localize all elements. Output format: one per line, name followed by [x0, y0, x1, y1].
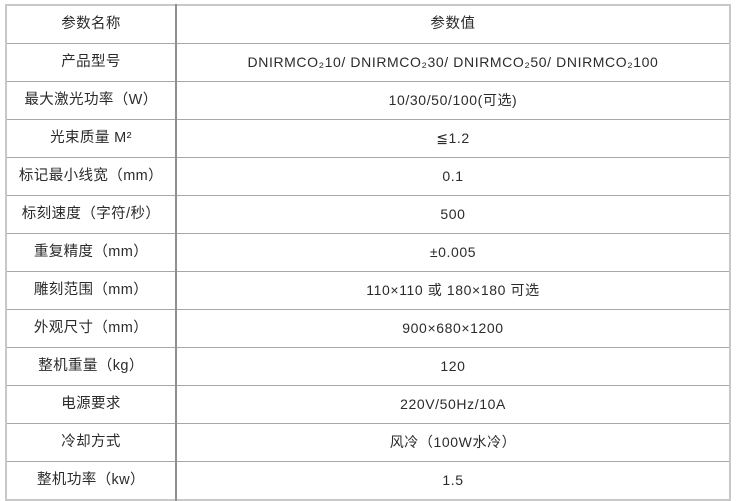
table-row: 光束质量 M² ≦1.2	[5, 119, 731, 158]
table-row: 产品型号 DNIRMCO₂10/ DNIRMCO₂30/ DNIRMCO₂50/…	[5, 43, 731, 82]
row-value-power-requirement: 220V/50Hz/10A	[175, 385, 731, 424]
table-row: 雕刻范围（mm） 110×110 或 180×180 可选	[5, 271, 731, 310]
row-label-min-line-width: 标记最小线宽（mm）	[5, 157, 177, 196]
row-label-max-laser-power: 最大激光功率（W）	[5, 81, 177, 120]
row-label-engraving-range: 雕刻范围（mm）	[5, 271, 177, 310]
row-label-marking-speed: 标刻速度（字符/秒）	[5, 195, 177, 234]
row-value-cooling-method: 风冷（100W水冷）	[175, 423, 731, 462]
row-label-power-requirement: 电源要求	[5, 385, 177, 424]
table-body: 参数名称 参数值 产品型号 DNIRMCO₂10/ DNIRMCO₂30/ DN…	[5, 4, 731, 501]
row-value-min-line-width: 0.1	[175, 157, 731, 196]
specification-table-container: 参数名称 参数值 产品型号 DNIRMCO₂10/ DNIRMCO₂30/ DN…	[5, 4, 731, 501]
row-value-repeat-accuracy: ±0.005	[175, 233, 731, 272]
row-value-marking-speed: 500	[175, 195, 731, 234]
row-label-beam-quality: 光束质量 M²	[5, 119, 177, 158]
row-label-dimensions: 外观尺寸（mm）	[5, 309, 177, 348]
table-row: 整机功率（kw） 1.5	[5, 461, 731, 501]
table-row: 标刻速度（字符/秒） 500	[5, 195, 731, 234]
table-row: 冷却方式 风冷（100W水冷）	[5, 423, 731, 462]
row-label-total-power: 整机功率（kw）	[5, 461, 177, 501]
table-row: 重复精度（mm） ±0.005	[5, 233, 731, 272]
column-header-parameter-name: 参数名称	[5, 4, 177, 44]
table-row: 最大激光功率（W） 10/30/50/100(可选)	[5, 81, 731, 120]
row-value-machine-weight: 120	[175, 347, 731, 386]
row-value-max-laser-power: 10/30/50/100(可选)	[175, 81, 731, 120]
row-value-beam-quality: ≦1.2	[175, 119, 731, 158]
column-header-parameter-value: 参数值	[175, 4, 731, 44]
specification-table: 参数名称 参数值 产品型号 DNIRMCO₂10/ DNIRMCO₂30/ DN…	[5, 4, 731, 501]
row-value-product-model: DNIRMCO₂10/ DNIRMCO₂30/ DNIRMCO₂50/ DNIR…	[175, 43, 731, 82]
table-row: 电源要求 220V/50Hz/10A	[5, 385, 731, 424]
row-label-repeat-accuracy: 重复精度（mm）	[5, 233, 177, 272]
table-row: 整机重量（kg） 120	[5, 347, 731, 386]
table-header-row: 参数名称 参数值	[5, 4, 731, 44]
table-row: 外观尺寸（mm） 900×680×1200	[5, 309, 731, 348]
row-label-cooling-method: 冷却方式	[5, 423, 177, 462]
table-row: 标记最小线宽（mm） 0.1	[5, 157, 731, 196]
row-value-engraving-range: 110×110 或 180×180 可选	[175, 271, 731, 310]
row-value-total-power: 1.5	[175, 461, 731, 501]
row-label-product-model: 产品型号	[5, 43, 177, 82]
row-label-machine-weight: 整机重量（kg）	[5, 347, 177, 386]
row-value-dimensions: 900×680×1200	[175, 309, 731, 348]
